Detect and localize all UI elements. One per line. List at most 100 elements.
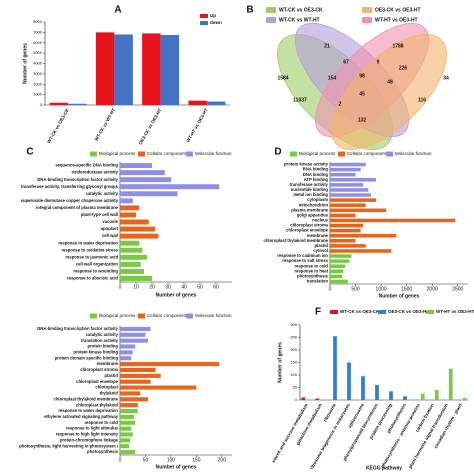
y-tick-label: apoplast: [101, 226, 119, 231]
y-tick-label: plant-type cell wall: [81, 212, 118, 217]
y-axis-label: Number of genes: [277, 342, 283, 383]
legend-label: Molecular function: [195, 151, 232, 156]
y-tick-label: nucleotide binding: [291, 187, 329, 192]
y-tick-label: response to light stimulus: [66, 426, 119, 431]
bar: [315, 398, 320, 400]
x-tick-label: 0: [119, 284, 122, 290]
y-tick-label: ATP binding: [304, 177, 329, 182]
bar: [49, 102, 69, 105]
legend-swatch: [290, 151, 297, 157]
x-tick-label: 500: [351, 286, 360, 292]
bar: [120, 191, 178, 197]
venn-count: 226: [399, 65, 408, 71]
x-tick-label: circadian rhythm - plant: [433, 402, 463, 449]
y-tick-label: cytoplasm: [307, 197, 328, 202]
panel-label: D: [274, 147, 281, 158]
x-tick-label: OE3-CK vs OE3-HT: [138, 107, 163, 145]
y-tick-label: metal ion binding: [293, 192, 328, 197]
bar: [120, 350, 133, 355]
bar: [120, 163, 152, 168]
x-axis-label: Number of genes: [379, 293, 420, 299]
legend-swatch: [200, 14, 208, 18]
y-tick-label: 250: [290, 335, 297, 340]
x-tick-label: 1000: [376, 286, 387, 292]
venn-count: 9: [377, 59, 380, 65]
x-axis-label: Number of genes: [156, 464, 197, 470]
bar: [120, 403, 138, 408]
y-tick-label: DNA-binding transcription factor activit…: [37, 177, 118, 182]
y-tick-label: chloroplast thylakoid membrane: [54, 396, 119, 401]
venn-count: 45: [359, 91, 365, 97]
legend-swatch: [138, 313, 145, 319]
y-tick-label: vacuole: [102, 219, 118, 224]
bar: [120, 408, 138, 414]
bar: [330, 172, 356, 177]
legend-label: Biological process: [99, 151, 136, 156]
y-tick-label: photosynthesis: [87, 449, 119, 454]
y-tick-label: translation: [307, 279, 329, 284]
bar: [330, 162, 366, 167]
y-tick-label: response to heat: [294, 268, 328, 273]
bar: [330, 279, 348, 284]
bar: [120, 367, 156, 373]
y-tick-label: chloroplast stroma: [290, 223, 328, 228]
y-tick-label: DNA binding: [303, 172, 329, 177]
legend-label: OE3-CK vs OE3-HT: [388, 309, 429, 314]
bar: [347, 362, 351, 400]
venn-count: 116: [418, 97, 426, 103]
y-tick-label: cell wall: [102, 233, 118, 238]
bar: [330, 269, 344, 274]
legend-label: Molecular function: [395, 151, 432, 156]
y-tick-label: RNA binding: [303, 167, 329, 172]
bar: [120, 226, 156, 232]
y-tick-label: response to wounding: [73, 269, 118, 274]
y-tick-label: catalytic activity: [86, 332, 119, 337]
legend-label: OE3-CK vs OE3-HT: [375, 7, 421, 13]
legend-label: WT-CK vs WT-HT: [279, 17, 320, 23]
y-tick-label: 5000: [33, 50, 43, 55]
bar: [120, 444, 130, 449]
bar: [330, 228, 361, 233]
bar: [330, 264, 346, 268]
legend-swatch: [338, 151, 345, 157]
bar: [330, 178, 376, 182]
y-tick-label: 3000: [33, 71, 43, 76]
y-tick-label: chloroplast thylakoid: [76, 402, 119, 407]
bar: [330, 203, 366, 207]
bar: [361, 376, 365, 400]
legend-label: WT-HT vs OE3-HT: [436, 309, 474, 314]
bar: [330, 208, 387, 213]
bar: [330, 188, 369, 192]
bar: [434, 390, 439, 400]
bar: [301, 397, 306, 400]
y-tick-label: membrane: [97, 361, 119, 366]
bar: [375, 385, 379, 400]
bar: [330, 244, 366, 248]
y-tick-label: protein kinase binding: [73, 349, 118, 354]
y-tick-label: oxidoreductase activity: [71, 170, 118, 175]
bar: [120, 362, 220, 367]
bar: [330, 167, 361, 172]
bar: [206, 101, 226, 105]
bar: [120, 397, 148, 402]
y-tick-label: response to high light intensity: [56, 432, 119, 437]
y-tick-label: DNA-binding transcription factor activit…: [37, 326, 118, 331]
bar: [120, 344, 136, 349]
venn-count: 132: [358, 117, 367, 123]
bar: [120, 184, 220, 190]
x-tick-label: WT-HT vs OE3-HT: [185, 107, 209, 143]
bar: [120, 426, 132, 431]
bar: [120, 219, 149, 225]
bar: [120, 276, 152, 281]
y-tick-label: 0: [295, 397, 298, 402]
venn-count: 1584: [277, 75, 288, 81]
y-tick-label: 300: [290, 322, 297, 327]
legend-swatch: [330, 310, 338, 314]
y-tick-label: 8000: [33, 19, 43, 24]
y-tick-label: response to cold: [294, 263, 328, 268]
y-tick-label: 150: [290, 360, 297, 365]
x-tick-label: 30: [165, 284, 171, 290]
y-tick-label: photosynthesis: [297, 273, 329, 278]
y-tick-label: plastid: [105, 373, 119, 378]
y-tick-label: 50: [293, 385, 298, 390]
